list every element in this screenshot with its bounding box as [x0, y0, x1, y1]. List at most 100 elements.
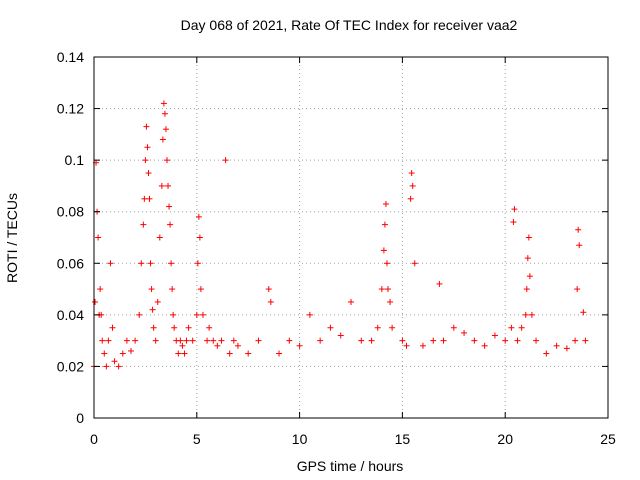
data-point: [183, 337, 190, 344]
data-point: [128, 347, 135, 354]
data-point: [533, 337, 540, 344]
data-point: [380, 247, 387, 254]
data-point: [403, 342, 410, 349]
data-point: [265, 286, 272, 293]
data-point: [196, 234, 203, 241]
plot-frame: [93, 56, 609, 419]
data-point: [210, 337, 217, 344]
data-point: [511, 206, 518, 213]
data-point: [179, 342, 186, 349]
data-point: [150, 324, 157, 331]
data-point: [510, 219, 517, 226]
data-point: [276, 350, 283, 357]
data-point: [162, 126, 169, 133]
data-point: [159, 136, 166, 143]
grid-lines: [94, 57, 608, 418]
x-tick-label: 5: [193, 431, 201, 447]
data-point: [491, 332, 498, 339]
data-point: [132, 337, 139, 344]
data-point: [161, 110, 168, 117]
data-point: [185, 324, 192, 331]
data-point: [430, 337, 437, 344]
data-point: [296, 342, 303, 349]
data-point: [525, 234, 532, 241]
data-point: [230, 337, 237, 344]
y-tick-label: 0.02: [57, 358, 84, 374]
data-point: [171, 324, 178, 331]
data-point: [286, 337, 293, 344]
data-point: [381, 221, 388, 228]
data-point: [522, 311, 529, 318]
data-point: [411, 260, 418, 267]
data-point: [119, 350, 126, 357]
data-point: [206, 324, 213, 331]
data-point: [218, 337, 225, 344]
data-point: [144, 144, 151, 151]
data-point: [168, 260, 175, 267]
data-point: [408, 170, 415, 177]
data-point: [147, 260, 154, 267]
data-point: [526, 273, 533, 280]
data-point: [123, 337, 130, 344]
data-point: [170, 311, 177, 318]
data-point: [111, 358, 118, 365]
data-point: [374, 324, 381, 331]
data-point: [181, 350, 188, 357]
data-point: [214, 342, 221, 349]
data-point: [267, 298, 274, 305]
data-point: [204, 337, 211, 344]
data-point: [524, 255, 531, 262]
data-point: [348, 298, 354, 305]
data-point: [142, 157, 149, 164]
data-point: [358, 337, 365, 344]
data-point: [514, 337, 521, 344]
data-point: [148, 286, 155, 293]
data-point: [97, 286, 104, 293]
data-point: [409, 182, 416, 189]
x-tick-label: 10: [292, 431, 308, 447]
data-point: [387, 298, 394, 305]
data-point: [143, 123, 150, 130]
data-point: [165, 182, 172, 189]
data-point: [528, 311, 535, 318]
data-point: [160, 100, 167, 107]
y-tick-label: 0.08: [57, 204, 84, 220]
y-tick-label: 0.04: [57, 307, 84, 323]
data-point: [154, 298, 161, 305]
data-point: [92, 298, 99, 305]
data-point: [167, 221, 174, 228]
data-point: [156, 234, 163, 241]
data-point: [166, 203, 173, 210]
data-point: [101, 350, 108, 357]
data-point: [327, 324, 334, 331]
y-tick-label: 0.12: [57, 101, 84, 117]
data-point: [440, 337, 447, 344]
data-point: [407, 195, 414, 202]
data-point: [306, 311, 313, 318]
data-point: [471, 337, 478, 344]
x-tick-label: 0: [90, 431, 98, 447]
data-point: [197, 286, 204, 293]
data-point: [461, 329, 468, 336]
data-point: [582, 337, 589, 344]
data-point: [195, 213, 202, 220]
data-point: [572, 337, 579, 344]
data-point: [553, 342, 560, 349]
data-point: [389, 324, 396, 331]
data-point: [399, 337, 406, 344]
data-point: [222, 157, 229, 164]
data-point: [368, 337, 375, 344]
data-point: [141, 195, 148, 202]
data-point: [385, 286, 392, 293]
data-point: [450, 324, 457, 331]
data-point: [163, 157, 170, 164]
x-axis-label: GPS time / hours: [297, 458, 404, 474]
data-point: [543, 350, 550, 357]
data-point: [574, 286, 581, 293]
data-point: [193, 311, 200, 318]
data-point: [580, 309, 587, 316]
data-point: [502, 337, 509, 344]
data-point: [105, 337, 112, 344]
data-point: [255, 337, 262, 344]
